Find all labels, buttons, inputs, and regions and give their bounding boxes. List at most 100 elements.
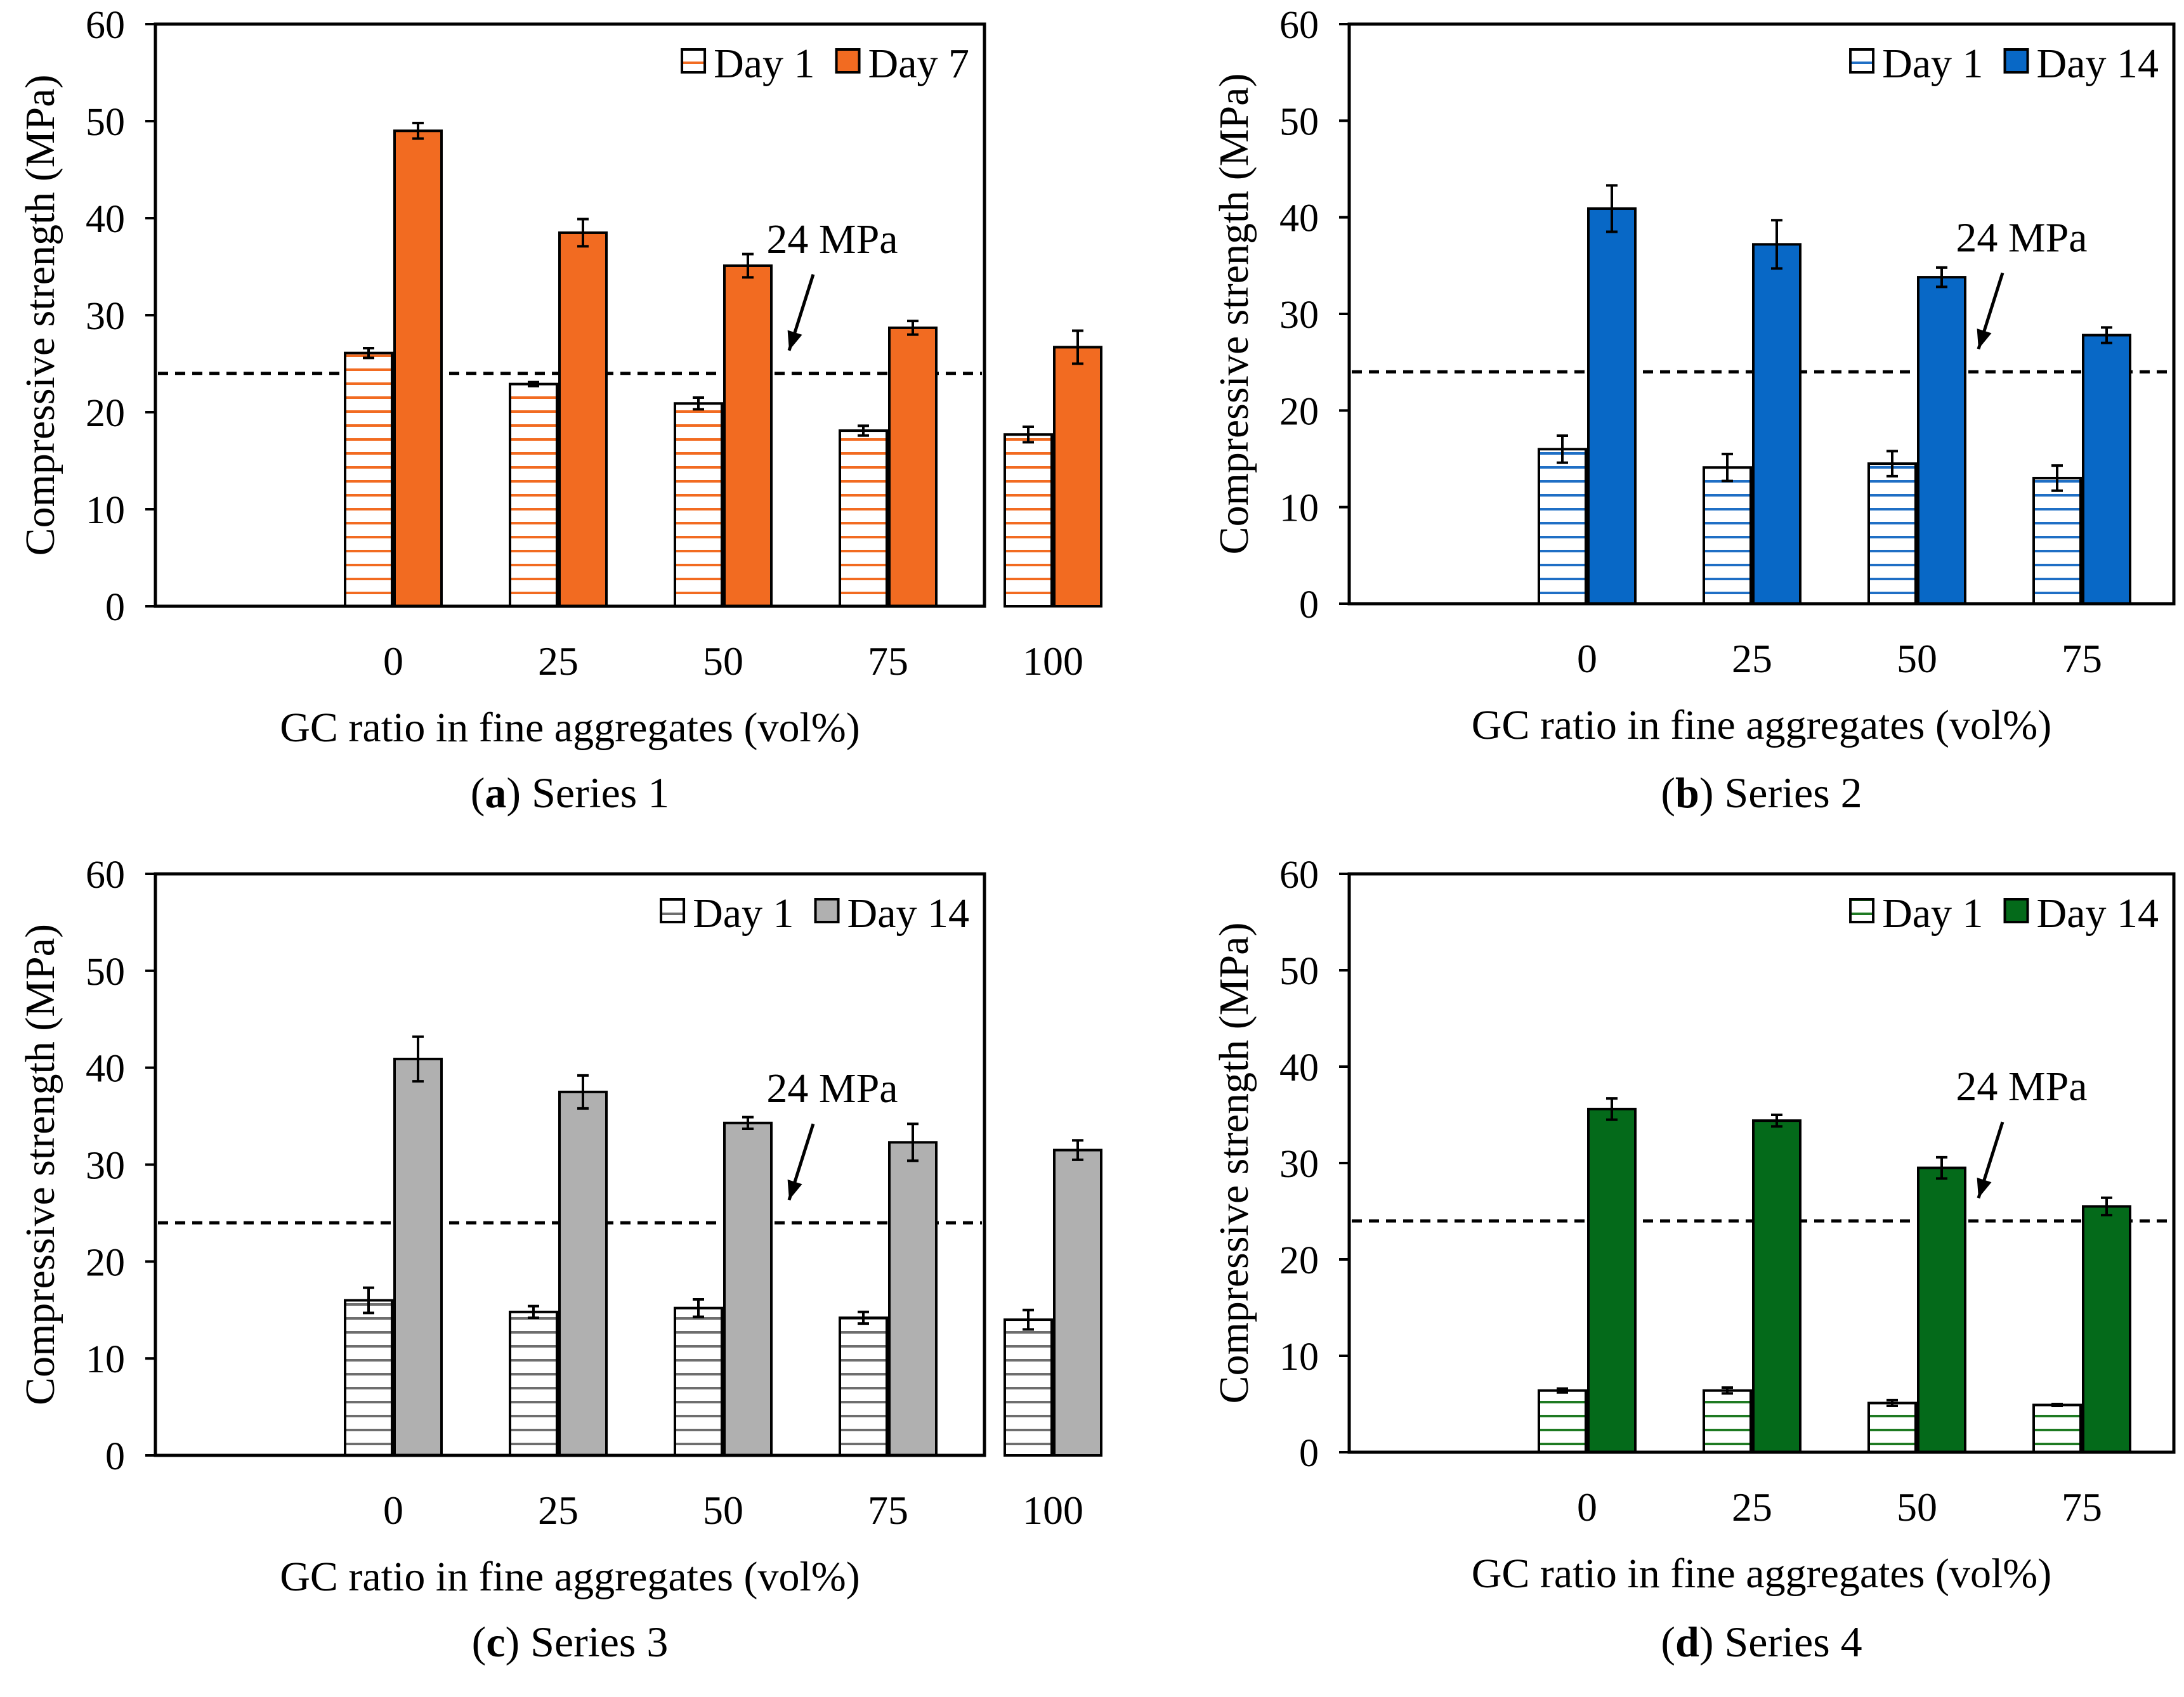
bar-day14	[888, 1141, 938, 1457]
annotation-arrow-head	[787, 1179, 802, 1200]
y-tick-label: 50	[86, 951, 125, 994]
panel-caption: (b) Series 2	[1661, 769, 1862, 817]
legend-label: Day 7	[868, 41, 969, 87]
bar-day14	[1587, 1107, 1637, 1453]
plot-frame	[1347, 872, 2176, 1454]
legend-swatch-solid	[2003, 48, 2029, 74]
x-tick-label: 25	[1732, 1485, 1772, 1530]
legend-label: Day 1	[1882, 41, 1983, 87]
bar-day7	[1053, 346, 1102, 608]
x-tick-label: 0	[1577, 1485, 1597, 1530]
panel-title: Series 4	[1724, 1618, 1862, 1666]
x-tick-label: 50	[1897, 1485, 1937, 1530]
y-axis-label: Compressive strength (MPa)	[1211, 74, 1257, 555]
x-tick-label: 50	[703, 639, 743, 684]
reference-annotation: 24 MPa	[1956, 214, 2087, 261]
x-tick-label: 100	[1023, 1488, 1083, 1533]
x-tick-label: 75	[2062, 636, 2102, 681]
panel-caption: (a) Series 1	[471, 769, 670, 817]
annotation-arrow-head	[1977, 328, 1992, 349]
y-tick-label: 0	[1299, 1432, 1319, 1475]
bar-day1	[1867, 1401, 1917, 1453]
bar-day1	[509, 1310, 558, 1457]
bar-day1	[1004, 433, 1053, 608]
bar-day14	[723, 1121, 773, 1457]
x-tick-label: 50	[1897, 636, 1937, 681]
bar-day14	[1053, 1148, 1102, 1457]
y-tick-label: 30	[86, 295, 125, 338]
legend-swatch-solid	[2003, 898, 2029, 923]
y-tick-label: 10	[86, 1338, 125, 1381]
bar-day14	[1752, 243, 1801, 605]
x-axis-label: GC ratio in fine aggregates (vol%)	[280, 705, 860, 751]
legend-swatch-solid	[835, 48, 861, 74]
bar-day14	[2082, 1205, 2131, 1454]
bar-day1	[2032, 476, 2082, 606]
y-tick-label: 60	[1279, 854, 1319, 897]
y-tick-label: 30	[1279, 1143, 1319, 1186]
bar-day14	[2082, 334, 2131, 605]
legend-label: Day 14	[2037, 41, 2159, 87]
legend-label: Day 1	[693, 890, 794, 937]
y-tick-label: 20	[86, 392, 125, 435]
panel-caption: (d) Series 4	[1661, 1618, 1862, 1666]
legend-swatch-solid	[814, 898, 840, 923]
y-tick-label: 60	[1279, 4, 1319, 47]
bar-day1	[1538, 1389, 1587, 1453]
y-tick-label: 60	[86, 854, 125, 897]
legend-label: Day 1	[1882, 890, 1983, 937]
bar-day14	[393, 1057, 443, 1457]
y-tick-label: 50	[1279, 950, 1319, 993]
annotation-arrow-head	[787, 330, 802, 351]
y-tick-label: 0	[105, 1435, 125, 1478]
x-tick-label: 0	[1577, 636, 1597, 681]
x-tick-label: 25	[538, 639, 579, 684]
plot-frame	[154, 22, 986, 608]
legend-swatch-hatched	[1849, 898, 1875, 923]
legend-swatch-hatched	[660, 898, 686, 923]
bar-day1	[509, 382, 558, 608]
y-axis-label: Compressive strength (MPa)	[17, 75, 63, 556]
y-tick-label: 20	[1279, 390, 1319, 433]
bar-day1	[674, 1306, 723, 1457]
x-tick-label: 50	[703, 1488, 743, 1533]
panel-title: Series 1	[532, 769, 669, 817]
bar-day1	[1703, 1389, 1752, 1453]
y-tick-label: 0	[105, 586, 125, 629]
chart-panel-a: 0 10 20 30 40 50 60 0 25 50 75 100 GC ratio in fine …	[17, 4, 1102, 817]
y-tick-label: 20	[1279, 1239, 1319, 1282]
bar-day1	[344, 1299, 393, 1457]
panel-title: Series 3	[530, 1618, 668, 1666]
x-tick-label: 0	[383, 639, 403, 684]
bar-day7	[888, 326, 938, 608]
bar-day1	[1867, 462, 1917, 605]
bar-day1	[674, 402, 723, 608]
y-tick-label: 30	[86, 1145, 125, 1188]
bar-day7	[723, 264, 773, 608]
y-tick-label: 50	[86, 101, 125, 144]
panel-letter: a	[485, 769, 506, 817]
reference-annotation: 24 MPa	[1956, 1063, 2087, 1110]
x-tick-label: 75	[2062, 1485, 2102, 1530]
bar-day1	[2032, 1403, 2082, 1454]
y-tick-label: 40	[1279, 197, 1319, 240]
y-tick-label: 40	[86, 1048, 125, 1091]
annotation-arrow-head	[1977, 1177, 1992, 1199]
bar-day1	[839, 429, 888, 608]
y-tick-label: 50	[1279, 100, 1319, 143]
y-tick-label: 40	[86, 198, 125, 241]
bar-day14	[1917, 276, 1966, 605]
bar-day14	[1917, 1166, 1966, 1453]
y-tick-label: 30	[1279, 294, 1319, 337]
y-axis-label: Compressive strength (MPa)	[17, 924, 63, 1405]
y-tick-label: 10	[1279, 487, 1319, 530]
x-axis-label: GC ratio in fine aggregates (vol%)	[280, 1554, 860, 1600]
y-axis-label: Compressive strength (MPa)	[1211, 923, 1257, 1404]
y-tick-label: 0	[1299, 583, 1319, 627]
reference-annotation: 24 MPa	[766, 1065, 898, 1112]
legend-label: Day 14	[847, 890, 969, 937]
bar-day7	[393, 129, 443, 608]
